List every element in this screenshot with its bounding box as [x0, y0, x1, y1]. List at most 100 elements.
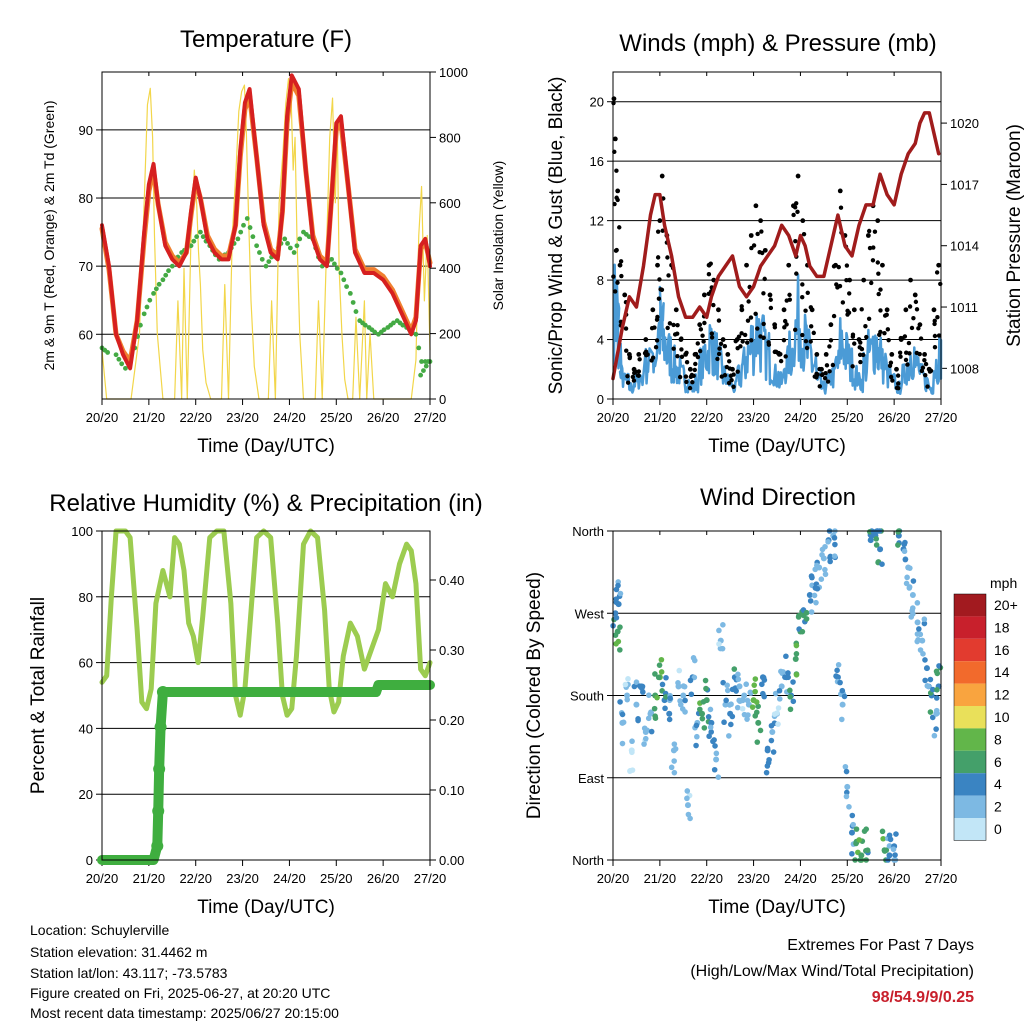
- gust-point: [717, 346, 722, 351]
- gust-point: [693, 361, 698, 367]
- direction-point: [617, 647, 623, 653]
- legend-label: 14: [994, 664, 1010, 680]
- y-right-tick-label: 0.30: [439, 643, 464, 658]
- gust-point: [894, 366, 899, 372]
- legend-swatch: [954, 706, 986, 729]
- direction-point: [770, 749, 777, 755]
- extremes-values: 98/54.9/9/0.25: [871, 989, 974, 1006]
- x-tick-label: 21/20: [644, 410, 677, 425]
- gust-point: [755, 231, 760, 237]
- x-tick-label: 20/20: [597, 410, 630, 425]
- gust-point: [726, 380, 732, 386]
- direction-point: [843, 768, 850, 775]
- gust-point: [649, 358, 654, 363]
- dewpoint-point: [244, 216, 250, 221]
- gust-point: [746, 299, 751, 304]
- x-tick-label: 24/20: [273, 410, 306, 425]
- direction-point: [629, 738, 635, 745]
- gust-point: [817, 384, 822, 389]
- direction-point: [764, 763, 771, 769]
- direction-point: [641, 741, 647, 747]
- direction-point: [934, 687, 940, 693]
- direction-point: [688, 691, 695, 698]
- x-tick-label: 23/20: [226, 410, 259, 425]
- gust-point: [808, 305, 814, 310]
- gust-point: [882, 330, 887, 336]
- gust-point: [735, 369, 740, 374]
- x-tick-label: 26/20: [878, 871, 911, 886]
- x-tick-label: 25/20: [320, 410, 353, 425]
- gust-point: [934, 270, 940, 275]
- legend-swatch: [954, 750, 986, 774]
- y-right-tick-label: 1011: [950, 300, 978, 315]
- direction-point: [668, 764, 675, 771]
- direction-point: [729, 713, 736, 720]
- gust-point: [795, 209, 800, 215]
- gust-point: [736, 334, 742, 339]
- direction-point: [615, 582, 621, 589]
- dewpoint-point: [297, 236, 303, 242]
- gust-point: [902, 334, 908, 339]
- dewpoint-point: [285, 241, 290, 246]
- gust-point: [762, 247, 768, 253]
- dewpoint-point: [116, 356, 122, 362]
- direction-point: [764, 745, 771, 752]
- direction-point: [658, 656, 665, 663]
- direction-point: [839, 701, 846, 708]
- gust-point: [792, 205, 798, 210]
- direction-point: [749, 704, 756, 710]
- gust-point: [932, 333, 938, 339]
- gust-point: [803, 308, 808, 313]
- direction-point: [785, 674, 791, 681]
- y-tick-label: 90: [79, 123, 93, 138]
- gust-point: [800, 218, 806, 224]
- rainfall-point: [156, 686, 169, 698]
- direction-point: [655, 674, 662, 681]
- direction-point: [879, 828, 886, 835]
- gust-point: [716, 318, 722, 323]
- dewpoint-point: [238, 229, 244, 235]
- gust-point: [679, 347, 684, 352]
- x-tick-label: 27/20: [925, 871, 958, 886]
- gust-point: [869, 280, 874, 286]
- x-tick-label: 20/20: [86, 410, 119, 425]
- gust-point: [917, 351, 922, 357]
- direction-point: [927, 676, 934, 683]
- gust-point: [614, 247, 619, 253]
- gust-point: [923, 361, 929, 367]
- gust-point: [859, 346, 865, 352]
- gust-point: [761, 335, 766, 340]
- gust-point: [837, 188, 843, 194]
- direction-point: [835, 662, 842, 668]
- direction-point: [853, 826, 860, 832]
- chart-title: Wind Direction: [700, 484, 856, 511]
- gust-point: [653, 345, 659, 350]
- gust-point: [922, 352, 927, 357]
- gust-point: [859, 307, 864, 312]
- gust-point: [627, 354, 633, 359]
- gust-point: [809, 324, 814, 329]
- dewpoint-point: [194, 234, 200, 240]
- gust-point: [637, 357, 642, 362]
- gust-point: [936, 333, 942, 338]
- direction-point: [684, 802, 691, 809]
- y-right-tick-label: 1020: [950, 116, 979, 131]
- elevation-text: Station elevation: 31.4462 m: [30, 944, 208, 960]
- direction-point: [708, 729, 715, 735]
- gust-point: [794, 271, 799, 276]
- direction-point: [864, 847, 871, 854]
- gust-point: [672, 332, 678, 337]
- direction-point: [728, 721, 734, 728]
- gust-point: [931, 307, 937, 313]
- gust-point: [830, 362, 836, 368]
- direction-point: [790, 679, 796, 685]
- y-tick-label: East: [578, 771, 604, 786]
- gust-point: [776, 351, 781, 356]
- gust-point: [730, 366, 735, 372]
- gust-point: [761, 291, 766, 296]
- direction-point: [933, 707, 940, 714]
- direction-point: [793, 642, 800, 649]
- y-tick-label: 16: [590, 154, 604, 169]
- direction-point: [684, 795, 690, 802]
- direction-point: [902, 556, 909, 563]
